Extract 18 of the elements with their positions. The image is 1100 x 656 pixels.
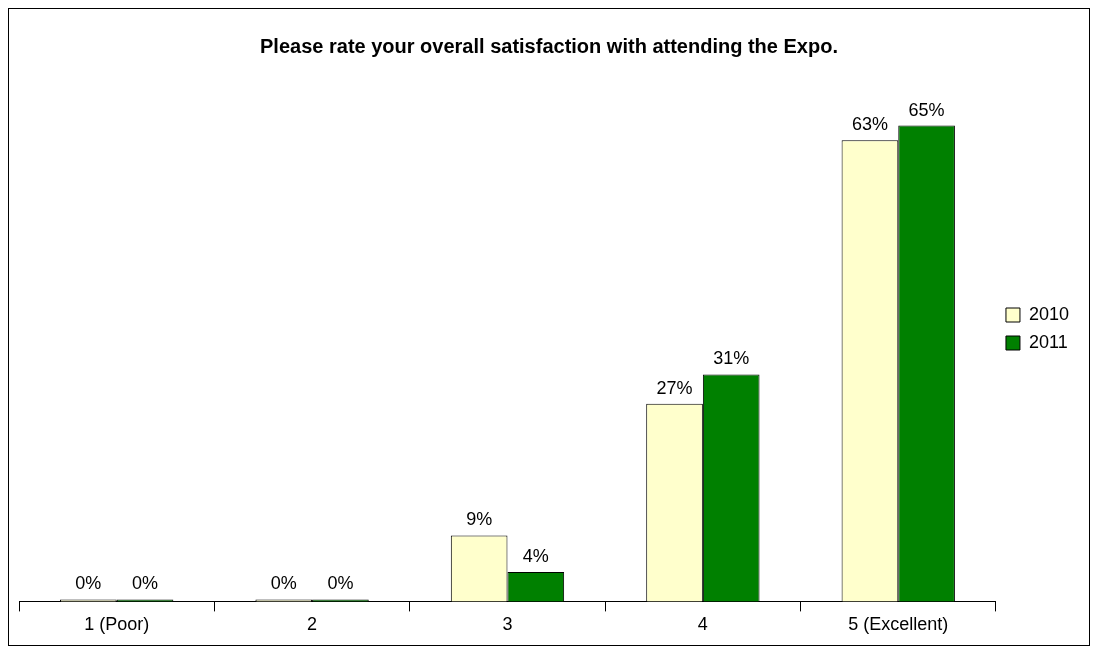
x-tick-label: 4 (697, 614, 708, 635)
data-label: 0% (327, 573, 354, 594)
data-label: 31% (713, 348, 750, 369)
x-tick-label: 3 (502, 614, 513, 635)
data-label: 27% (656, 377, 693, 398)
legend-label: 2010 (1028, 303, 1069, 324)
legend-label: 2011 (1028, 331, 1068, 352)
data-label: 0% (75, 573, 102, 594)
x-tick-label: 2 (307, 614, 318, 635)
chart-title: Please rate your overall satisfaction with attending the Expo. (260, 34, 838, 57)
x-tick-label: 1 (Poor) (84, 614, 150, 635)
data-label: 0% (270, 573, 297, 594)
data-label: 65% (908, 99, 945, 120)
data-label: 4% (522, 546, 549, 567)
data-label: 0% (132, 573, 159, 594)
x-tick-label: 5 (Excellent) (848, 614, 949, 635)
data-label: 9% (466, 509, 493, 530)
data-label: 63% (851, 114, 888, 135)
